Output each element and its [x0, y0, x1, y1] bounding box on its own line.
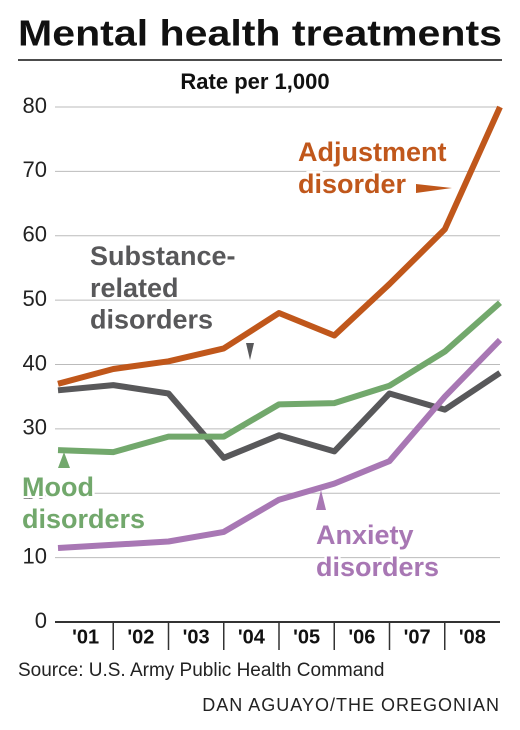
x-tick-label: '01	[72, 626, 99, 648]
x-tick-label: '08	[459, 626, 486, 648]
y-tick-label: 40	[23, 350, 47, 375]
series-line	[57, 300, 502, 456]
label-pointer	[246, 343, 254, 360]
y-tick-label: 0	[35, 608, 47, 633]
label-pointer	[58, 452, 70, 468]
legend-label: Anxiety disorders	[316, 520, 439, 582]
y-tick-label: 60	[23, 222, 47, 247]
x-tick-label: '06	[348, 626, 375, 648]
chart-subtitle: Rate per 1,000	[180, 69, 329, 94]
y-tick-label: 70	[23, 157, 47, 182]
x-tick-label: '07	[404, 626, 431, 648]
chart-title: Mental health treatments	[18, 13, 502, 54]
y-tick-label: 80	[23, 93, 47, 118]
x-tick-label: '05	[293, 626, 320, 648]
y-tick-label: 50	[23, 286, 47, 311]
x-tick-label: '02	[127, 626, 154, 648]
legend-label: Substance-related disorders	[90, 241, 236, 335]
legend-label: Adjustment disorder	[298, 137, 447, 199]
series-line	[57, 337, 503, 551]
series-line	[57, 105, 503, 387]
credit: DAN AGUAYO/THE OREGONIAN	[202, 695, 500, 715]
x-tick-label: '03	[183, 626, 210, 648]
y-tick-label: 30	[23, 415, 47, 440]
y-tick-label: 10	[23, 543, 47, 568]
y-tick-label: 20	[23, 479, 47, 504]
source: Source: U.S. Army Public Health Command	[18, 660, 384, 681]
series-line	[57, 370, 502, 461]
legend-label: Mood disorders	[22, 472, 145, 534]
label-pointer	[416, 184, 452, 193]
label-pointer	[316, 490, 326, 510]
x-tick-label: '04	[238, 626, 266, 648]
